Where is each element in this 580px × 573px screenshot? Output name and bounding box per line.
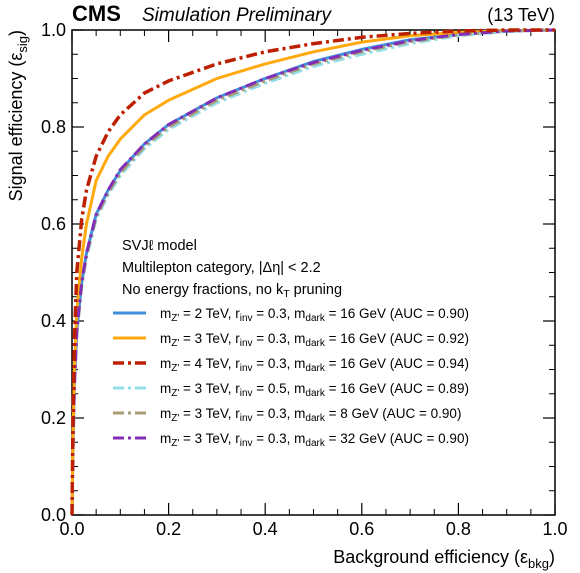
legend-entry-1: mZ' = 2 TeV, rinv = 0.3, mdark = 16 GeV … (160, 306, 469, 324)
y-tick-label: 1.0 (41, 20, 66, 40)
y-tick-label: 0.2 (41, 408, 66, 428)
x-tick-label: 0.0 (59, 519, 84, 539)
cms-subtitle: Simulation Preliminary (142, 5, 333, 26)
annotation-line-3: No energy fractions, no kT pruning (122, 282, 342, 300)
y-tick-label: 0.4 (41, 311, 66, 331)
x-axis: 0.0 0.2 0.4 0.6 0.8 1.0 (59, 30, 568, 539)
legend-entry-3: mZ' = 4 TeV, rinv = 0.3, mdark = 16 GeV … (160, 356, 469, 374)
x-tick-label: 1.0 (542, 519, 567, 539)
energy-label: (13 TeV) (487, 5, 555, 25)
cms-label: CMS (72, 1, 121, 26)
x-tick-label: 0.4 (253, 519, 278, 539)
y-tick-label: 0.6 (41, 214, 66, 234)
roc-curves (70, 28, 556, 516)
annotation-line-1: SVJℓ model (122, 238, 197, 254)
roc-curve-6 (70, 28, 556, 516)
legend: mZ' = 2 TeV, rinv = 0.3, mdark = 16 GeV … (113, 306, 469, 449)
legend-entry-5: mZ' = 3 TeV, rinv = 0.3, mdark = 8 GeV (… (160, 406, 461, 424)
y-tick-label: 0.0 (41, 505, 66, 525)
legend-entry-4: mZ' = 3 TeV, rinv = 0.5, mdark = 16 GeV … (160, 381, 469, 399)
roc-curve-3 (70, 28, 555, 516)
x-axis-label: Background efficiency (εbkg) (333, 547, 555, 571)
legend-entry-2: mZ' = 3 TeV, rinv = 0.3, mdark = 16 GeV … (160, 331, 469, 349)
annotation-line-2: Multilepton category, |Δη| < 2.2 (122, 260, 321, 276)
y-tick-label: 0.8 (41, 117, 66, 137)
x-tick-label: 0.2 (156, 519, 181, 539)
legend-entry-6: mZ' = 3 TeV, rinv = 0.3, mdark = 32 GeV … (160, 431, 469, 449)
x-tick-label: 0.6 (349, 519, 374, 539)
x-tick-label: 0.8 (446, 519, 471, 539)
model-annotation: SVJℓ model Multilepton category, |Δη| < … (122, 238, 342, 300)
y-axis-label: Signal efficiency (εsig) (6, 30, 30, 201)
